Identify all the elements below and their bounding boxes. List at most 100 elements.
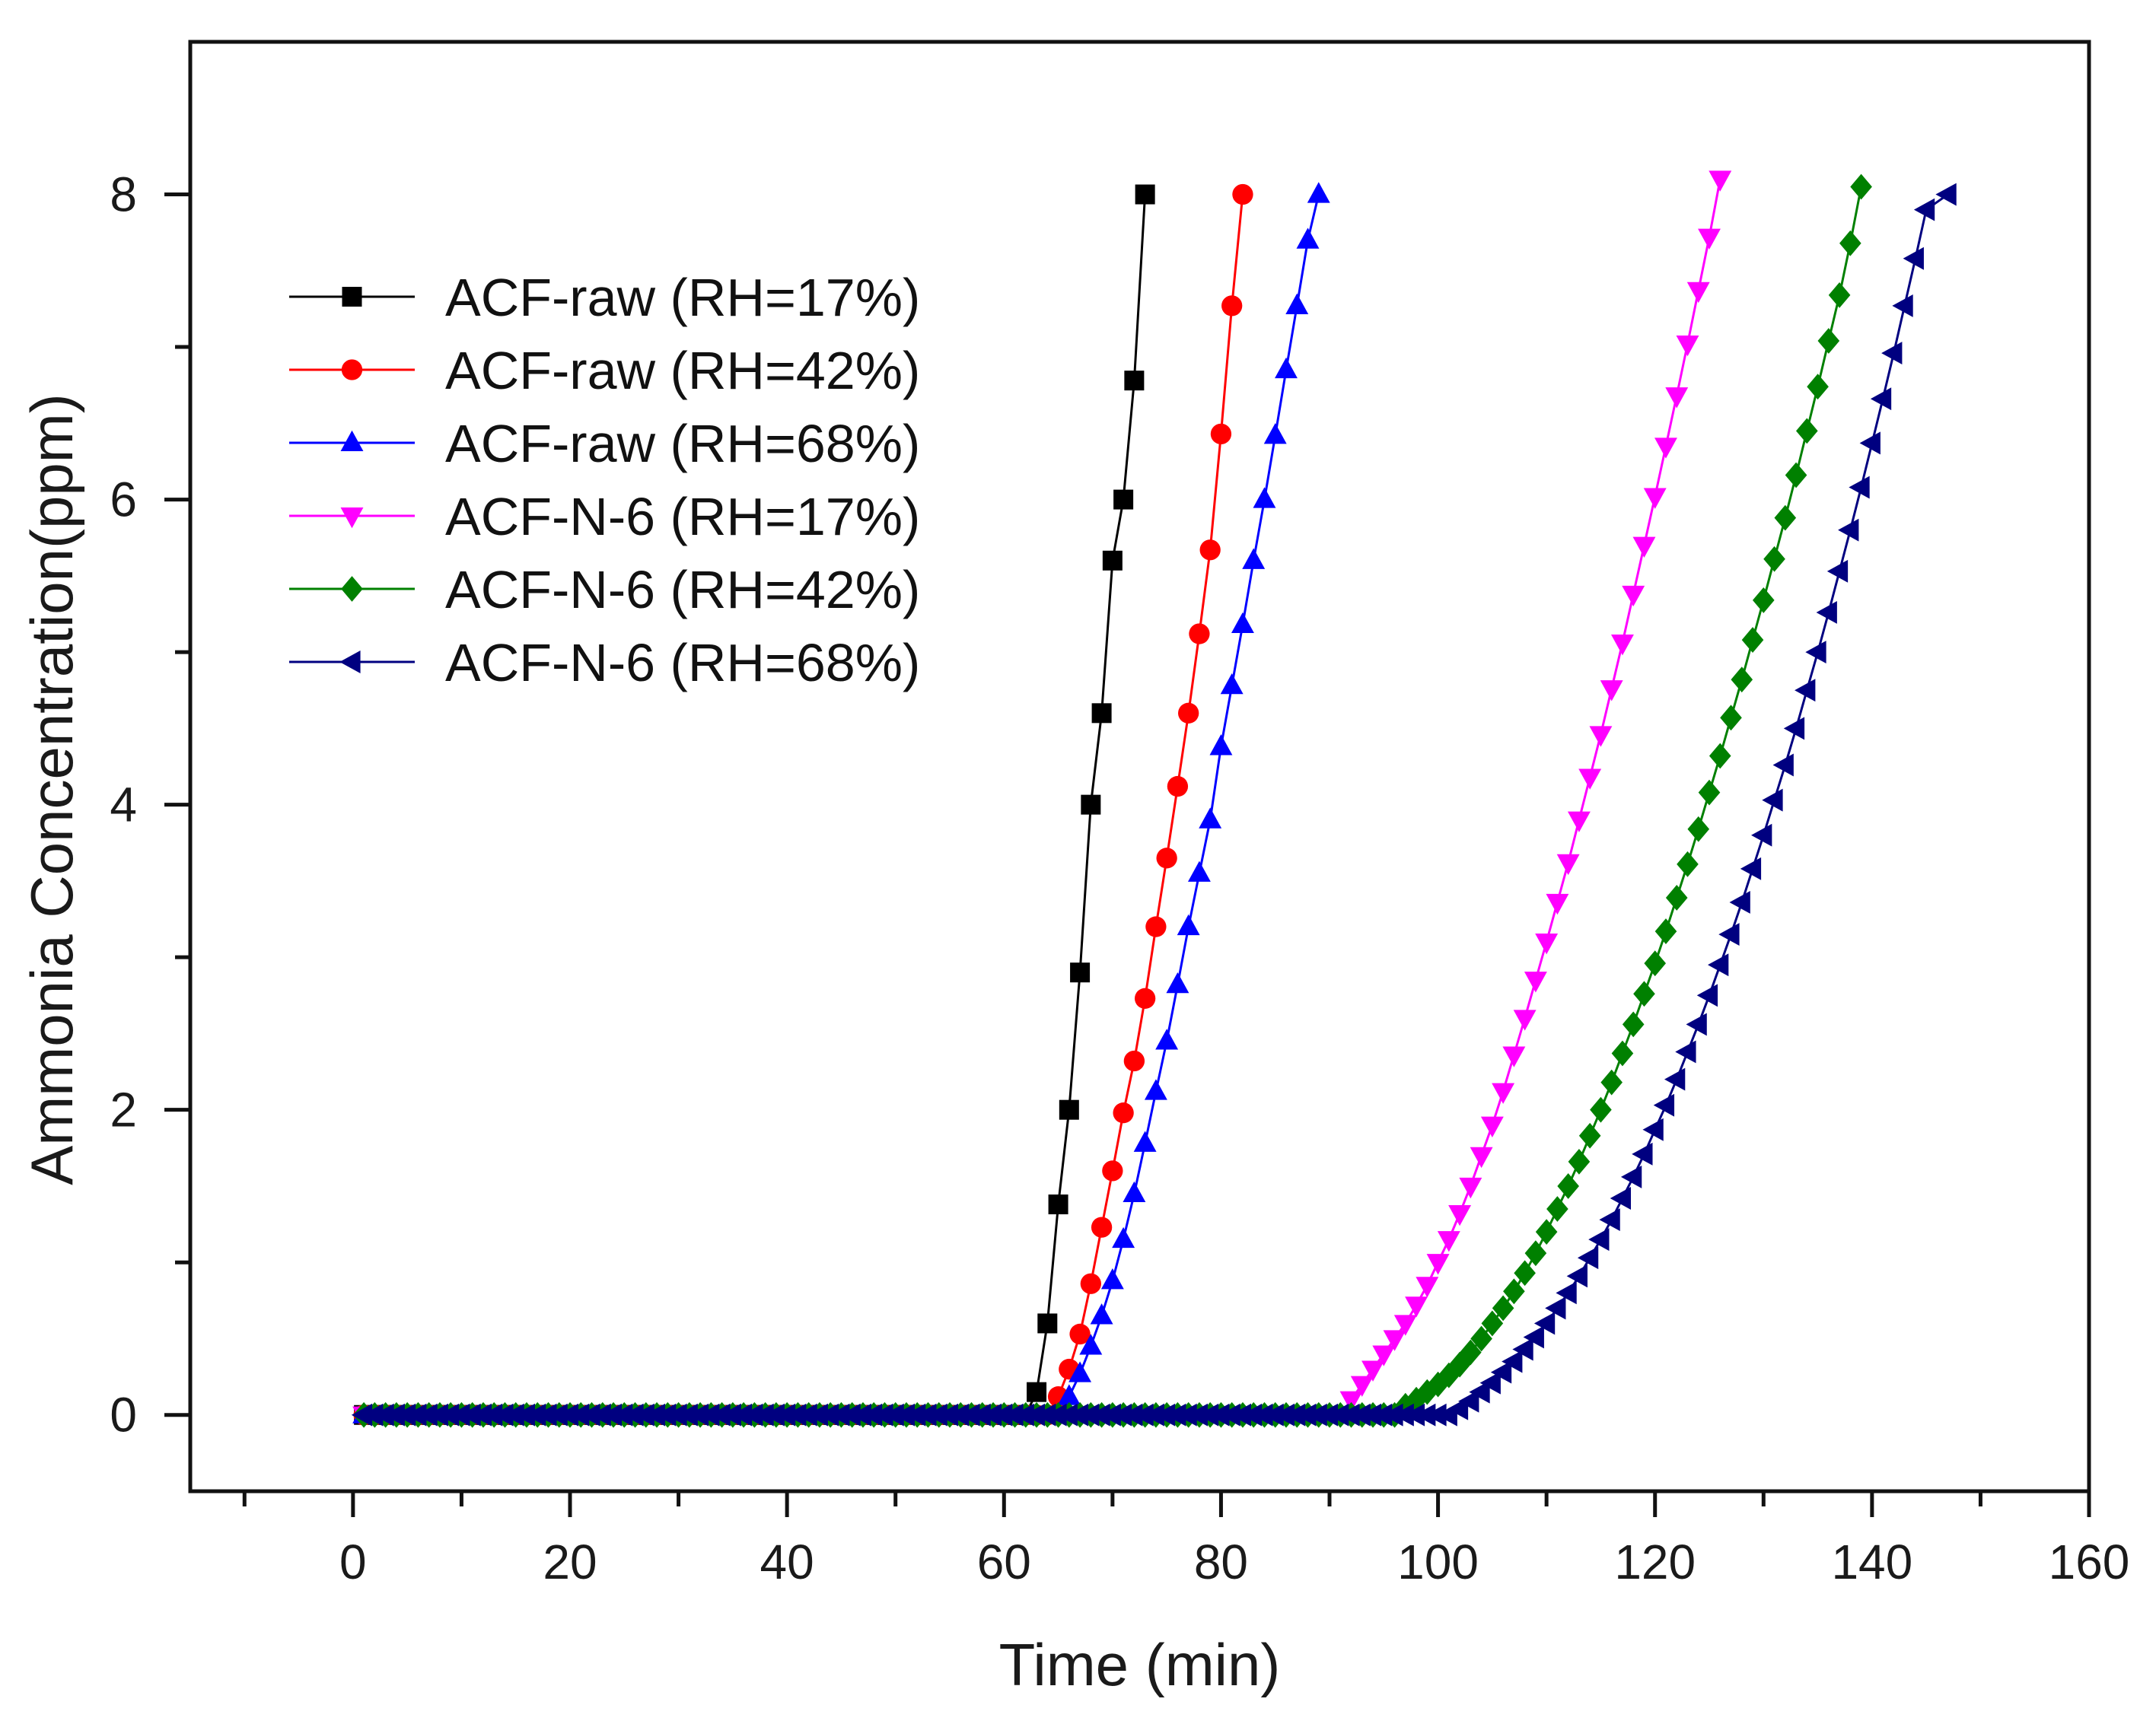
x-tick-label: 60: [977, 1535, 1031, 1589]
data-point: [699, 1403, 720, 1427]
data-point: [1197, 1403, 1219, 1427]
data-point: [1480, 1116, 1504, 1137]
data-point: [427, 1403, 448, 1427]
data-point: [1632, 1142, 1653, 1166]
data-point: [948, 1403, 970, 1427]
data-point: [1470, 1325, 1492, 1352]
data-point: [1783, 717, 1805, 740]
data-point: [1230, 1403, 1251, 1427]
data-point: [1143, 1403, 1164, 1427]
series-layer: [351, 170, 1957, 1428]
data-point: [1622, 1011, 1645, 1038]
data-point: [1513, 1010, 1537, 1031]
data-point: [916, 1403, 937, 1427]
data-point: [1035, 1403, 1056, 1427]
data-point: [1805, 641, 1826, 664]
data-point: [579, 1403, 600, 1427]
data-point: [590, 1403, 611, 1427]
data-point: [893, 1403, 916, 1427]
data-point: [1642, 1118, 1664, 1141]
data-point: [633, 1403, 654, 1427]
data-point: [1632, 536, 1656, 558]
data-point: [1154, 1403, 1176, 1427]
data-point: [1557, 1173, 1579, 1199]
data-point: [1296, 227, 1320, 249]
data-point: [687, 1403, 709, 1427]
data-point: [1167, 775, 1189, 797]
data-point: [1067, 1403, 1089, 1427]
data-point: [1132, 1403, 1154, 1427]
data-point: [872, 1403, 893, 1427]
x-axis-title: Time (min): [999, 1631, 1281, 1698]
data-point: [1372, 1345, 1396, 1366]
data-point: [1002, 1403, 1024, 1427]
legend-label: ACF-N-6 (RH=68%): [445, 633, 920, 692]
data-point: [763, 1403, 785, 1427]
data-point: [492, 1403, 514, 1427]
data-point: [926, 1403, 947, 1427]
data-point: [1209, 734, 1233, 756]
legend: ACF-raw (RH=17%) ACF-raw (RH=42%) ACF-raw …: [289, 268, 920, 692]
data-point: [1177, 914, 1200, 936]
data-point: [546, 1403, 568, 1427]
data-point: [1653, 1093, 1675, 1117]
data-point: [1240, 1403, 1263, 1427]
data-point: [1187, 860, 1211, 882]
data-point: [1643, 488, 1667, 509]
data-point: [438, 1403, 460, 1427]
data-point: [1089, 1403, 1110, 1427]
data-point: [1339, 1403, 1360, 1427]
data-point: [1081, 794, 1101, 815]
data-point: [796, 1403, 817, 1427]
data-point: [1350, 1376, 1374, 1397]
data-point: [1535, 934, 1559, 955]
data-point: [1110, 1403, 1132, 1427]
data-point: [1546, 893, 1569, 915]
data-point: [1490, 1360, 1512, 1384]
data-point: [1718, 923, 1740, 946]
data-point: [1676, 335, 1699, 357]
data-point: [1654, 918, 1677, 944]
data-point: [416, 1403, 438, 1427]
data-point: [1620, 1165, 1642, 1188]
data-point: [1231, 612, 1254, 634]
data-point: [1512, 1338, 1533, 1361]
data-point: [1664, 1067, 1686, 1091]
data-point: [1133, 1131, 1157, 1152]
data-point: [1751, 823, 1772, 847]
legend-item-0: ACF-raw (RH=17%): [289, 268, 920, 327]
data-point: [1535, 1219, 1558, 1245]
data-point: [1123, 1050, 1145, 1072]
data-point: [1460, 1339, 1482, 1366]
data-point: [1328, 1403, 1349, 1427]
data-point: [1102, 550, 1123, 571]
data-point: [883, 1403, 904, 1427]
data-point: [1144, 1079, 1167, 1100]
data-point: [1285, 293, 1309, 314]
data-point: [1371, 1403, 1393, 1427]
data-point: [1696, 984, 1718, 1007]
data-point: [1816, 601, 1837, 624]
data-point: [1393, 1315, 1417, 1336]
data-point: [1069, 1323, 1091, 1345]
data-point: [1122, 1403, 1143, 1427]
data-point: [1665, 885, 1688, 911]
data-point: [1599, 1208, 1620, 1232]
data-point: [1458, 1389, 1479, 1413]
data-point: [1361, 1360, 1384, 1382]
data-point: [1382, 1403, 1403, 1427]
data-point: [1479, 1371, 1501, 1395]
data-point: [1502, 1046, 1526, 1067]
x-tick-label: 100: [1397, 1535, 1479, 1589]
data-point: [1502, 1350, 1523, 1373]
data-point: [1068, 1361, 1092, 1382]
data-point: [720, 1403, 741, 1427]
data-point: [1892, 294, 1913, 317]
data-point: [1785, 462, 1807, 488]
legend-label: ACF-raw (RH=17%): [445, 268, 920, 327]
y-tick-label: 4: [110, 778, 137, 832]
data-point: [1273, 1403, 1295, 1427]
data-point: [1221, 295, 1243, 317]
data-point: [384, 1403, 405, 1427]
data-point: [666, 1403, 687, 1427]
